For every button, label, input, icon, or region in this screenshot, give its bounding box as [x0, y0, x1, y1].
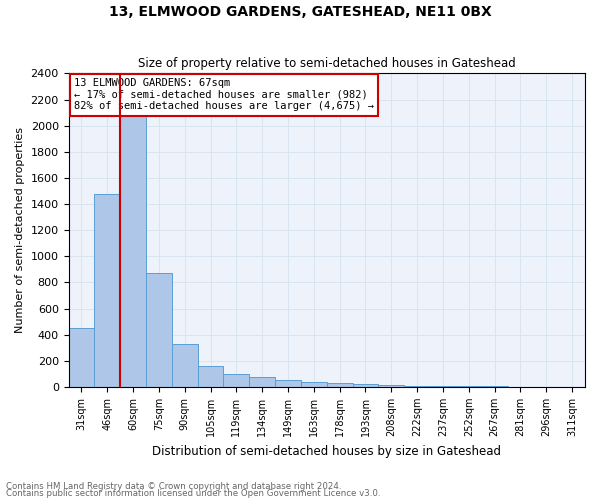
Bar	[94, 194, 120, 387]
Bar	[301, 382, 327, 387]
Bar	[456, 386, 482, 387]
Y-axis label: Number of semi-detached properties: Number of semi-detached properties	[15, 127, 25, 333]
Bar	[120, 100, 146, 387]
X-axis label: Distribution of semi-detached houses by size in Gateshead: Distribution of semi-detached houses by …	[152, 444, 501, 458]
Bar	[68, 328, 94, 387]
Bar	[327, 383, 353, 387]
Bar	[223, 374, 249, 387]
Title: Size of property relative to semi-detached houses in Gateshead: Size of property relative to semi-detach…	[138, 56, 515, 70]
Bar	[172, 344, 197, 387]
Text: 13 ELMWOOD GARDENS: 67sqm
← 17% of semi-detached houses are smaller (982)
82% of: 13 ELMWOOD GARDENS: 67sqm ← 17% of semi-…	[74, 78, 374, 112]
Text: Contains public sector information licensed under the Open Government Licence v3: Contains public sector information licen…	[6, 490, 380, 498]
Bar	[275, 380, 301, 387]
Bar	[430, 386, 456, 387]
Bar	[249, 377, 275, 387]
Bar	[482, 386, 508, 387]
Bar	[379, 385, 404, 387]
Text: Contains HM Land Registry data © Crown copyright and database right 2024.: Contains HM Land Registry data © Crown c…	[6, 482, 341, 491]
Text: 13, ELMWOOD GARDENS, GATESHEAD, NE11 0BX: 13, ELMWOOD GARDENS, GATESHEAD, NE11 0BX	[109, 5, 491, 19]
Bar	[146, 274, 172, 387]
Bar	[197, 366, 223, 387]
Bar	[404, 386, 430, 387]
Bar	[353, 384, 379, 387]
